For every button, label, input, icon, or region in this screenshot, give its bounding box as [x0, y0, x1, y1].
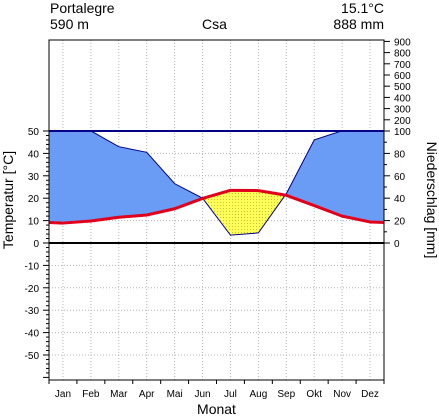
month-label: Aug — [249, 389, 267, 400]
month-label: Jan — [55, 389, 71, 400]
annual-precipitation: 888 mm — [333, 16, 384, 32]
month-label: Feb — [82, 389, 100, 400]
y-axis-title-temperature: Temperatur [°C] — [0, 151, 16, 249]
y-axis-title-precipitation: Niederschlag [mm] — [424, 142, 439, 259]
temp-tick-label: -20 — [25, 284, 40, 295]
precip-tick-label: 300 — [394, 105, 411, 116]
station-elevation: 590 m — [50, 16, 89, 32]
temp-tick-label: -40 — [25, 329, 40, 340]
month-label: Dez — [361, 389, 379, 400]
temp-tick-label: 50 — [28, 127, 40, 138]
precip-tick-label: 40 — [394, 194, 406, 205]
month-label: Jun — [194, 389, 210, 400]
month-label: Okt — [306, 389, 322, 400]
precip-tick-label: 80 — [394, 149, 406, 160]
temp-tick-label: -10 — [25, 261, 40, 272]
month-label: Nov — [333, 389, 351, 400]
month-label: Mar — [110, 389, 128, 400]
x-axis-title: Monat — [197, 401, 236, 417]
precip-tick-label: 0 — [394, 239, 400, 250]
month-label: Mai — [167, 389, 183, 400]
month-label: Jul — [224, 389, 237, 400]
climate-class: Csa — [202, 16, 227, 32]
precipitation-line — [49, 130, 384, 236]
axes: 50403020100-10-20-30-40-5090080070060050… — [0, 37, 439, 417]
month-label: Sep — [277, 389, 295, 400]
precip-tick-label: 900 — [394, 37, 411, 48]
mean-temperature: 15.1°C — [341, 0, 384, 16]
data-lines — [48, 130, 385, 236]
humid-period-area — [49, 130, 384, 236]
precip-tick-label: 60 — [394, 172, 406, 183]
temp-tick-label: 0 — [33, 239, 39, 250]
precip-tick-label: 400 — [394, 93, 411, 104]
station-name: Portalegre — [50, 0, 115, 16]
month-label: Apr — [139, 389, 155, 400]
temp-tick-label: -50 — [25, 351, 40, 362]
temp-tick-label: 20 — [28, 194, 40, 205]
temperature-line — [48, 188, 385, 225]
precip-tick-label: 500 — [394, 82, 411, 93]
precip-tick-label: 200 — [394, 116, 411, 127]
precip-tick-label: 100 — [394, 127, 411, 138]
temp-tick-label: -30 — [25, 306, 40, 317]
temp-tick-label: 10 — [28, 217, 40, 228]
precip-tick-label: 800 — [394, 49, 411, 60]
precip-tick-label: 600 — [394, 71, 411, 82]
temp-tick-label: 40 — [28, 149, 40, 160]
precip-tick-label: 20 — [394, 217, 406, 228]
precip-tick-label: 700 — [394, 60, 411, 71]
temp-tick-label: 30 — [28, 172, 40, 183]
